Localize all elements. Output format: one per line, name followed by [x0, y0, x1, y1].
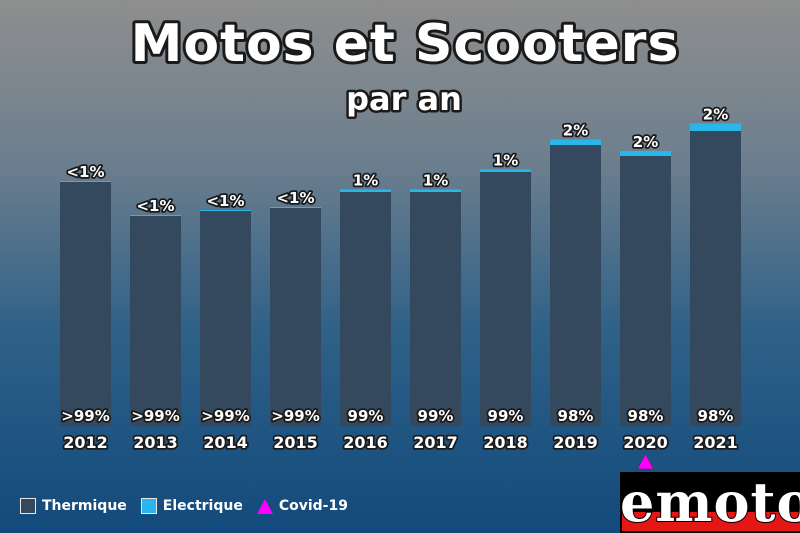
label-electrique-2015: <1%: [276, 189, 314, 207]
bar-electrique-2014: [200, 210, 251, 211]
label-thermique-2016: 99%: [348, 407, 384, 425]
label-thermique-2018: 99%: [488, 407, 524, 425]
label-thermique-2015: >99%: [271, 407, 319, 425]
bar-electrique-2019: [550, 139, 601, 145]
legend-item-covid: Covid-19: [256, 498, 348, 514]
bar-electrique-2016: [340, 189, 391, 192]
triangle-icon: [256, 498, 273, 514]
label-thermique-2014: >99%: [201, 407, 249, 425]
bar-electrique-2020: [620, 151, 671, 156]
x-tick-2020: 2020: [623, 433, 668, 452]
label-thermique-2017: 99%: [418, 407, 454, 425]
chart-subtitle: par an: [346, 80, 462, 118]
bar-electrique-2021: [690, 123, 741, 131]
label-electrique-2018: 1%: [493, 152, 518, 170]
covid-marker-2020: [637, 453, 654, 470]
label-electrique-2020: 2%: [633, 133, 658, 151]
label-electrique-2017: 1%: [423, 172, 448, 190]
label-electrique-2019: 2%: [563, 122, 588, 140]
bar-electrique-2015: [270, 207, 321, 208]
x-tick-2012: 2012: [63, 433, 108, 452]
bar-thermique-2017: [410, 192, 461, 426]
chart-title: Motos et Scooters: [131, 14, 680, 74]
x-tick-2015: 2015: [273, 433, 318, 452]
logo-red-band: [622, 512, 800, 531]
bar-thermique-2015: [270, 208, 321, 426]
label-electrique-2021: 2%: [703, 106, 728, 124]
x-tick-2021: 2021: [693, 433, 738, 452]
bar-thermique-2016: [340, 192, 391, 426]
electrique-swatch: [140, 498, 157, 514]
thermique-swatch: [20, 498, 36, 514]
bar-thermique-2020: [620, 156, 671, 426]
bars-group: <1% >99% 2012 <1% >99% 2013 <1% >99% 2014 <1% >99%…: [60, 104, 741, 470]
label-thermique-2013: >99%: [131, 407, 179, 425]
label-electrique-2013: <1%: [136, 197, 174, 215]
label-thermique-2020: 98%: [628, 407, 664, 425]
x-tick-2018: 2018: [483, 433, 528, 452]
x-tick-2016: 2016: [343, 433, 388, 452]
bar-thermique-2019: [550, 145, 601, 426]
emoto-logo: emoto: [620, 472, 800, 533]
legend-item-thermique: Thermique: [20, 498, 127, 514]
bar-electrique-2013: [130, 215, 181, 216]
label-electrique-2014: <1%: [206, 192, 244, 210]
legend-label-covid: Covid-19: [278, 498, 348, 514]
legend: Thermique Electrique Covid-19: [20, 496, 348, 516]
x-tick-2014: 2014: [203, 433, 248, 452]
legend-label-electrique: Electrique: [162, 498, 243, 514]
bar-electrique-2012: [60, 181, 111, 182]
bar-thermique-2014: [200, 211, 251, 426]
bar-thermique-2018: [480, 172, 531, 426]
bar-thermique-2012: [60, 182, 111, 426]
x-tick-2013: 2013: [133, 433, 178, 452]
label-electrique-2016: 1%: [353, 172, 378, 190]
label-electrique-2012: <1%: [66, 163, 104, 181]
label-thermique-2021: 98%: [698, 407, 734, 425]
label-thermique-2019: 98%: [558, 407, 594, 425]
legend-label-thermique: Thermique: [42, 498, 127, 514]
logo-text: emoto: [620, 472, 800, 533]
bar-thermique-2021: [690, 131, 741, 426]
label-thermique-2012: >99%: [61, 407, 109, 425]
legend-item-electrique: Electrique: [140, 498, 243, 514]
bar-electrique-2018: [480, 169, 531, 172]
x-tick-2017: 2017: [413, 433, 458, 452]
bar-thermique-2013: [130, 216, 181, 426]
x-tick-2019: 2019: [553, 433, 598, 452]
bar-electrique-2017: [410, 189, 461, 192]
